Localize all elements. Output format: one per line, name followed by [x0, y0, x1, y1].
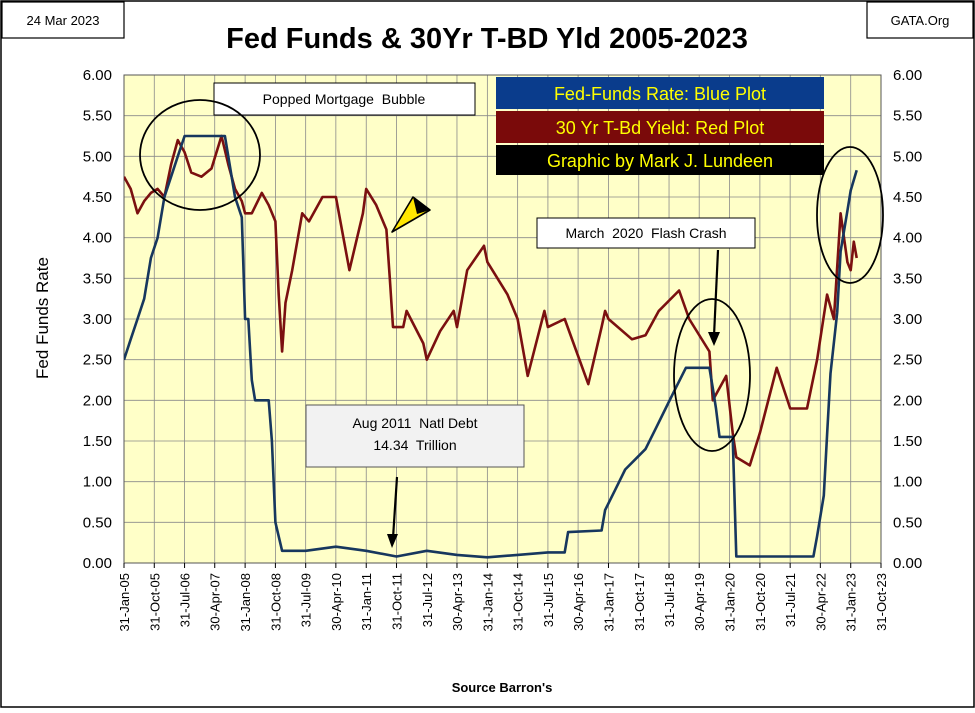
x-tick-label: 30-Apr-13: [450, 573, 465, 631]
y-tick-label-left: 5.00: [83, 148, 112, 165]
y-tick-label-right: 5.50: [893, 108, 922, 125]
y-tick-label-left: 3.00: [83, 311, 112, 328]
annotation-yellow-pointer-shadow: [413, 197, 430, 214]
annotation-flash-crash: March 2020 Flash Crash: [565, 225, 726, 241]
y-tick-label-left: 3.50: [83, 270, 112, 287]
x-tick-label: 30-Apr-07: [208, 573, 223, 631]
plot-border: [123, 74, 882, 564]
y-axis-left: 0.00 0.50 1.00 1.50 2.00 2.50 3.00 3.50 4.00 4.50…: [83, 67, 112, 572]
y-tick-label-right: 2.50: [893, 352, 922, 369]
y-tick-label-right: 6.00: [893, 67, 922, 84]
x-tick-label: 31-Jan-11: [359, 573, 374, 631]
legend-credit-box: [496, 145, 824, 175]
y-tick-label-right: 3.00: [893, 311, 922, 328]
x-tick-label: 31-Jan-20: [723, 573, 738, 632]
x-tick-label: 31-Jan-05: [117, 573, 132, 632]
y-tick-label-left: 4.00: [83, 230, 112, 247]
annotation-flash-crash-box: [536, 217, 756, 249]
y-tick-label-left: 0.00: [83, 555, 112, 572]
annotation-bubble-box: [213, 82, 476, 116]
x-axis: 31-Jan-05 31-Oct-05 31-Jul-06 30-Apr-07 31-J…: [117, 563, 889, 632]
x-tick-label: 31-Oct-23: [874, 573, 889, 631]
y-tick-label-right: 2.00: [893, 392, 922, 409]
legend-tbond: 30 Yr T-Bd Yield: Red Plot: [556, 118, 764, 138]
x-tick-label: 30-Apr-16: [571, 573, 586, 631]
x-tick-label: 31-Oct-11: [390, 573, 405, 630]
y-tick-label-right: 3.50: [893, 270, 922, 287]
legend-tbond-box: [496, 111, 824, 143]
x-tick-label: 30-Apr-19: [692, 573, 707, 631]
x-tick-label: 31-Jul-18: [662, 573, 677, 627]
site-label: GATA.Org: [891, 13, 950, 28]
chart-title: Fed Funds & 30Yr T-BD Yld 2005-2023: [226, 23, 748, 55]
x-tick-label: 30-Apr-22: [813, 573, 828, 631]
y-tick-label-left: 0.50: [83, 514, 112, 531]
x-tick-label: 30-Apr-10: [329, 573, 344, 631]
x-tick-label: 31-Jan-23: [844, 573, 859, 632]
x-tick-label: 31-Jan-08: [238, 573, 253, 632]
annotation-flash-crash-circle: [673, 298, 751, 452]
site-box: [866, 1, 974, 39]
y-axis-title: Fed Funds Rate: [33, 257, 52, 379]
y-tick-label-right: 1.50: [893, 433, 922, 450]
y-tick-label-right: 4.00: [893, 230, 922, 247]
x-tick-label: 31-Jan-17: [601, 573, 616, 632]
date-box: [1, 1, 125, 39]
y-tick-label-right: 5.00: [893, 148, 922, 165]
annotation-2023-circle: [816, 146, 884, 284]
y-tick-label-left: 2.00: [83, 392, 112, 409]
legend-fed-funds-box: [496, 77, 824, 109]
annotation-debt-arrowhead: [387, 534, 398, 548]
x-tick-label: 31-Jan-14: [480, 573, 495, 632]
series-line-tbond: [124, 134, 858, 467]
x-tick-label: 31-Oct-14: [511, 573, 526, 631]
y-tick-label-right: 4.50: [893, 189, 922, 206]
y-tick-label-left: 6.00: [83, 67, 112, 84]
y-tick-label-left: 1.50: [83, 433, 112, 450]
legend-fed-funds: Fed-Funds Rate: Blue Plot: [554, 84, 766, 104]
legend-credit: Graphic by Mark J. Lundeen: [547, 151, 773, 171]
x-tick-label: 31-Jul-06: [178, 573, 193, 627]
x-tick-label: 31-Oct-17: [632, 573, 647, 631]
annotation-bubble: Popped Mortgage Bubble: [263, 91, 426, 107]
annotation-flash-crash-arrowhead: [708, 332, 720, 346]
y-tick-label-right: 0.50: [893, 514, 922, 531]
y-tick-label-left: 5.50: [83, 108, 112, 125]
annotation-debt-box: [305, 404, 525, 468]
y-tick-label-right: 0.00: [893, 555, 922, 572]
y-tick-label-left: 1.00: [83, 474, 112, 491]
y-tick-label-left: 4.50: [83, 189, 112, 206]
y-tick-label-right: 1.00: [893, 474, 922, 491]
y-tick-label-left: 2.50: [83, 352, 112, 369]
x-tick-label: 31-Oct-08: [268, 573, 283, 631]
x-tick-label: 31-Jul-15: [541, 573, 556, 627]
annotation-debt-line1: Aug 2011 Natl Debt: [352, 415, 477, 431]
y-axis-right: 0.00 0.50 1.00 1.50 2.00 2.50 3.00 3.50 4.00 4.50…: [893, 67, 922, 572]
x-tick-label: 31-Oct-05: [147, 573, 162, 631]
x-tick-label: 31-Jul-12: [420, 573, 435, 627]
annotation-debt-line2: 14.34 Trillion: [373, 437, 456, 453]
series-line-fed-funds: [124, 134, 858, 559]
x-tick-label: 31-Jul-21: [783, 573, 798, 627]
x-tick-label: 31-Oct-20: [753, 573, 768, 631]
x-axis-title: Source Barron's: [452, 680, 553, 695]
x-tick-label: 31-Jul-09: [299, 573, 314, 627]
annotation-flash-crash-arrow: [712, 249, 720, 337]
date-label: 24 Mar 2023: [27, 13, 100, 28]
annotation-bubble-circle: [139, 99, 261, 211]
annotation-debt-arrow: [391, 476, 399, 539]
